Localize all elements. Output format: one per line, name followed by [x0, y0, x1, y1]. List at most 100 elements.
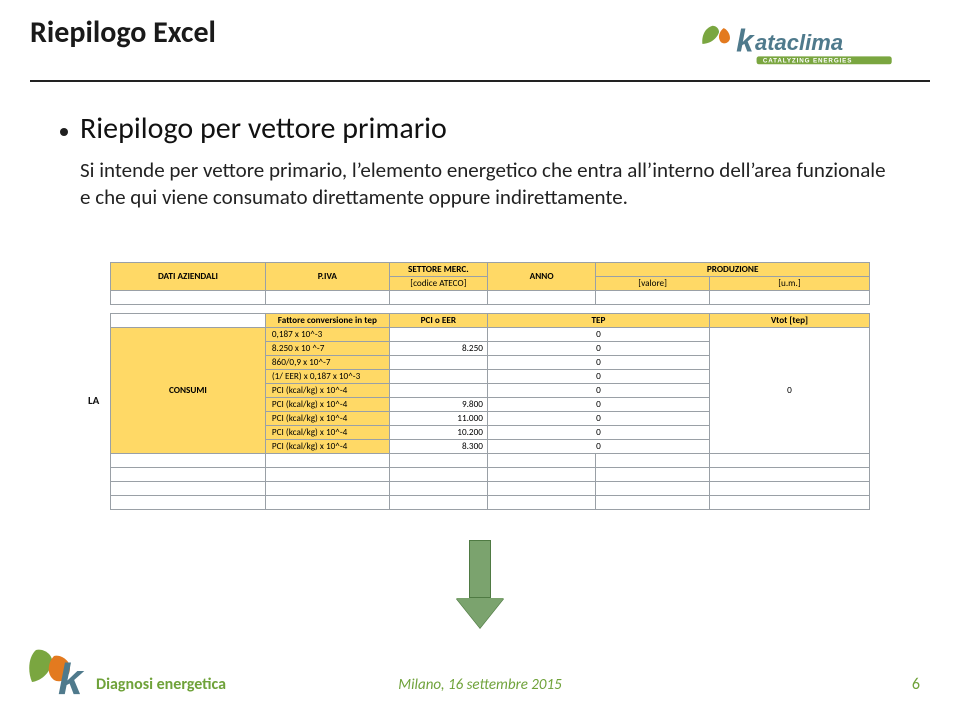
table-row: CONSUMI 0,187 x 10^-3 0 0 [111, 328, 870, 342]
logo-icon [702, 26, 730, 44]
table-row [111, 291, 870, 305]
consumi-table: Fattore conversione in tep PCI o EER TEP… [110, 313, 870, 510]
fattore-header: Fattore conversione in tep [265, 314, 389, 328]
consumi-label: CONSUMI [111, 328, 266, 454]
arrow-body [469, 540, 491, 598]
title-divider [30, 80, 930, 82]
empty-cell [389, 496, 487, 510]
empty-cell [487, 496, 595, 510]
brand-logo: k ataclima CATALYZING ENERGIES [700, 20, 920, 74]
piva-header: P.IVA [265, 263, 389, 291]
empty-cell [709, 482, 869, 496]
footer-location-date: Milano, 16 settembre 2015 [0, 676, 960, 694]
empty-cell [111, 291, 266, 305]
empty-cell [265, 291, 389, 305]
empty-cell [709, 454, 869, 468]
pci-value-cell [389, 328, 487, 342]
tep-value-cell: 0 [487, 356, 709, 370]
anno-header: ANNO [487, 263, 595, 291]
bullet-row: Riepilogo per vettore primario [60, 110, 900, 147]
conversion-cell: PCI (kcal/kg) x 10^-4 [265, 412, 389, 426]
empty-cell [265, 496, 389, 510]
empty-cell [111, 314, 266, 328]
pci-header: PCI o EER [389, 314, 487, 328]
empty-cell [389, 482, 487, 496]
empty-cell [487, 454, 595, 468]
conversion-cell: PCI (kcal/kg) x 10^-4 [265, 440, 389, 454]
conversion-cell: 0,187 x 10^-3 [265, 328, 389, 342]
arrow-head [456, 598, 504, 628]
vtot-header: Vtot [tep] [709, 314, 869, 328]
empty-cell [111, 496, 266, 510]
bullet-dot-icon [60, 128, 68, 136]
tables-container: LA DATI AZIENDALI P.IVA SETTORE MERC. AN… [110, 262, 870, 510]
empty-cell [596, 468, 710, 482]
pci-value-cell: 11.000 [389, 412, 487, 426]
empty-cell [709, 468, 869, 482]
valore-subheader: [valore] [596, 277, 710, 291]
vtot-value-cell: 0 [709, 328, 869, 454]
tep-header: TEP [487, 314, 709, 328]
empty-cell [389, 291, 487, 305]
conversion-cell: PCI (kcal/kg) x 10^-4 [265, 384, 389, 398]
header-table: DATI AZIENDALI P.IVA SETTORE MERC. ANNO … [110, 262, 870, 305]
empty-cell [111, 468, 266, 482]
logo-k-letter: k [736, 24, 755, 59]
produzione-header: PRODUZIONE [596, 263, 870, 277]
tep-value-cell: 0 [487, 440, 709, 454]
pci-value-cell [389, 370, 487, 384]
logo-tagline: CATALYZING ENERGIES [763, 58, 852, 65]
empty-cell [389, 468, 487, 482]
empty-cell [596, 496, 710, 510]
pci-value-cell [389, 356, 487, 370]
pci-value-cell [389, 384, 487, 398]
empty-cell [265, 482, 389, 496]
empty-cell [709, 291, 869, 305]
page-number: 6 [912, 675, 920, 694]
slide: Riepilogo Excel k ataclima CATALYZING EN… [0, 0, 960, 720]
ateco-subheader: [codice ATECO] [389, 277, 487, 291]
empty-cell [596, 454, 710, 468]
conversion-cell: (1/ EER) x 0,187 x 10^-3 [265, 370, 389, 384]
empty-cell [389, 454, 487, 468]
table-row [111, 482, 870, 496]
conversion-cell: 860/0,9 x 10^-7 [265, 356, 389, 370]
tep-value-cell: 0 [487, 384, 709, 398]
pci-value-cell: 8.300 [389, 440, 487, 454]
empty-cell [111, 454, 266, 468]
table-row [111, 496, 870, 510]
table-row: DATI AZIENDALI P.IVA SETTORE MERC. ANNO … [111, 263, 870, 277]
page-title: Riepilogo Excel [30, 14, 216, 51]
leaf-icon [702, 26, 719, 44]
pci-value-cell: 10.200 [389, 426, 487, 440]
conversion-cell: PCI (kcal/kg) x 10^-4 [265, 398, 389, 412]
empty-cell [487, 482, 595, 496]
tep-value-cell: 0 [487, 426, 709, 440]
settore-header: SETTORE MERC. [389, 263, 487, 277]
empty-cell [487, 468, 595, 482]
empty-cell [487, 291, 595, 305]
empty-cell [111, 482, 266, 496]
tep-value-cell: 0 [487, 328, 709, 342]
empty-cell [265, 454, 389, 468]
la-side-label: LA [88, 394, 99, 407]
pci-value-cell: 8.250 [389, 342, 487, 356]
pci-value-cell: 9.800 [389, 398, 487, 412]
spacer [110, 305, 870, 313]
empty-cell [596, 482, 710, 496]
bullet-heading: Riepilogo per vettore primario [80, 110, 447, 147]
flame-icon [719, 28, 730, 43]
empty-cell [596, 291, 710, 305]
dati-aziendali-header: DATI AZIENDALI [111, 263, 266, 291]
tep-value-cell: 0 [487, 342, 709, 356]
down-arrow-icon [455, 540, 505, 636]
tep-value-cell: 0 [487, 370, 709, 384]
conversion-cell: 8.250 x 10 ^-7 [265, 342, 389, 356]
bullet-description: Si intende per vettore primario, l’eleme… [80, 157, 900, 211]
table-row: Fattore conversione in tep PCI o EER TEP… [111, 314, 870, 328]
tep-value-cell: 0 [487, 398, 709, 412]
logo-wordmark: ataclima [755, 30, 843, 55]
empty-cell [265, 468, 389, 482]
conversion-cell: PCI (kcal/kg) x 10^-4 [265, 426, 389, 440]
empty-cell [709, 496, 869, 510]
